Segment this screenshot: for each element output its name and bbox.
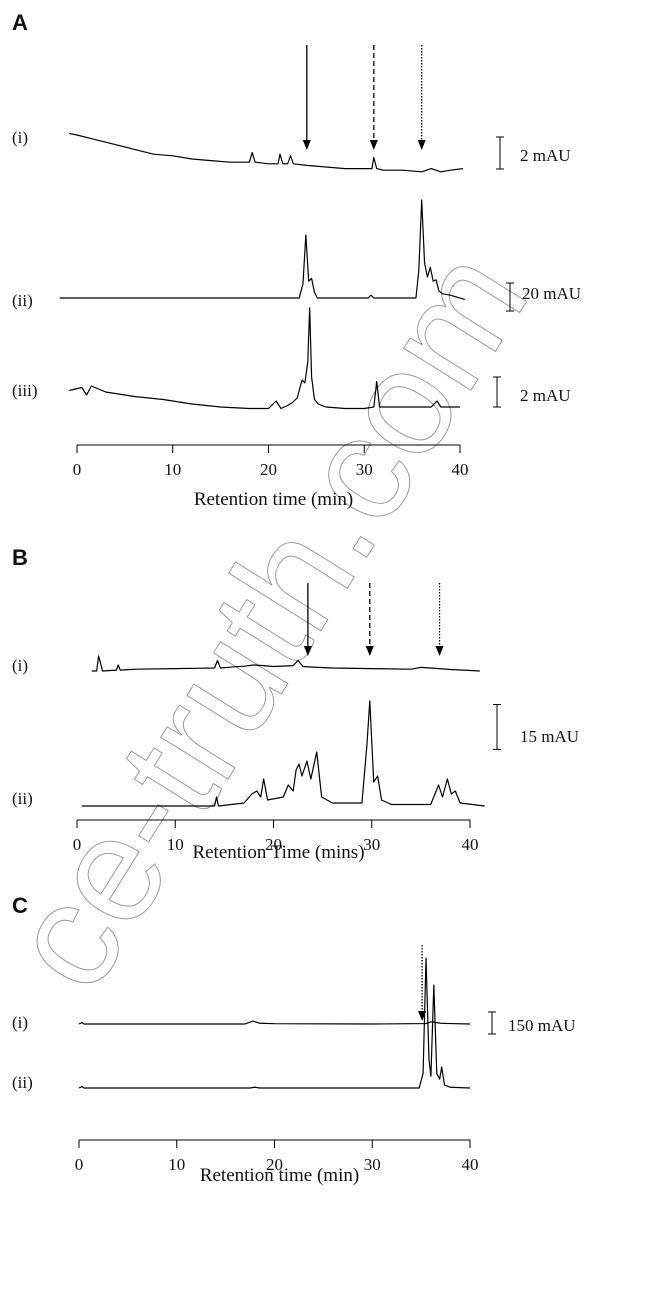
scale-bar-label: 2 mAU <box>520 146 571 165</box>
scale-bar <box>506 282 514 312</box>
arrow-head <box>417 140 426 150</box>
series-label: (iii) <box>12 381 38 400</box>
series-label: (ii) <box>12 291 33 310</box>
series-label: (i) <box>12 128 28 147</box>
arrow-head <box>302 140 311 150</box>
scale-bar-label: 2 mAU <box>520 386 571 405</box>
x-axis-label: Retention time (min) <box>200 1165 359 1186</box>
scale-bar <box>493 704 501 750</box>
x-tick-label: 10 <box>168 1155 185 1174</box>
trace <box>78 957 471 1089</box>
arrow-head <box>369 140 378 150</box>
series-label: (ii) <box>12 789 33 808</box>
x-tick-label: 10 <box>167 835 184 854</box>
arrow-head <box>435 646 444 656</box>
trace <box>78 1020 471 1025</box>
scale-bar <box>488 1011 496 1035</box>
scale-bar-label: 20 mAU <box>522 284 581 303</box>
arrow-head <box>303 646 312 656</box>
arrow-head <box>365 646 374 656</box>
trace <box>69 307 460 410</box>
series-label: (ii) <box>12 1073 33 1092</box>
panel-label: A <box>12 10 28 35</box>
x-tick-label: 40 <box>462 835 479 854</box>
x-tick-label: 20 <box>266 1155 283 1174</box>
scale-bar <box>493 376 501 408</box>
x-tick-label: 0 <box>73 835 82 854</box>
watermark: ce-truth.com <box>0 221 559 1017</box>
trace <box>69 132 463 173</box>
x-tick-label: 20 <box>260 460 277 479</box>
x-tick-label: 30 <box>364 1155 381 1174</box>
x-tick-label: 20 <box>265 835 282 854</box>
panel-label: B <box>12 545 28 570</box>
x-tick-label: 30 <box>356 460 373 479</box>
panel-label: C <box>12 893 28 918</box>
scale-bar-label: 15 mAU <box>520 727 579 746</box>
x-tick-label: 0 <box>73 460 82 479</box>
series-label: (i) <box>12 1013 28 1032</box>
trace <box>81 700 485 807</box>
trace <box>59 199 465 300</box>
x-tick-label: 40 <box>452 460 469 479</box>
x-tick-label: 10 <box>164 460 181 479</box>
x-axis-label: Retention Time (mins) <box>192 842 364 863</box>
x-tick-label: 0 <box>75 1155 84 1174</box>
x-tick-label: 30 <box>363 835 380 854</box>
arrow-head <box>418 1011 427 1021</box>
x-axis-label: Retention time (min) <box>194 489 353 510</box>
scale-bar <box>496 136 504 170</box>
scale-bar-label: 150 mAU <box>508 1016 576 1035</box>
series-label: (i) <box>12 656 28 675</box>
trace <box>91 655 480 672</box>
x-tick-label: 40 <box>462 1155 479 1174</box>
